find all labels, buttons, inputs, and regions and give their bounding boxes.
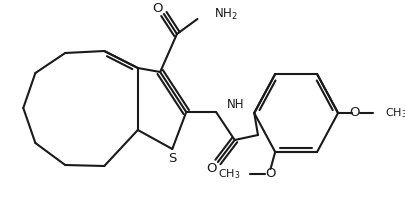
Text: CH$_3$: CH$_3$	[384, 106, 405, 120]
Text: O: O	[152, 2, 162, 15]
Text: O: O	[264, 168, 275, 181]
Text: S: S	[168, 152, 176, 166]
Text: NH$_2$: NH$_2$	[214, 6, 237, 22]
Text: O: O	[349, 107, 359, 120]
Text: CH$_3$: CH$_3$	[218, 167, 240, 181]
Text: O: O	[206, 162, 216, 175]
Text: NH: NH	[227, 99, 244, 112]
